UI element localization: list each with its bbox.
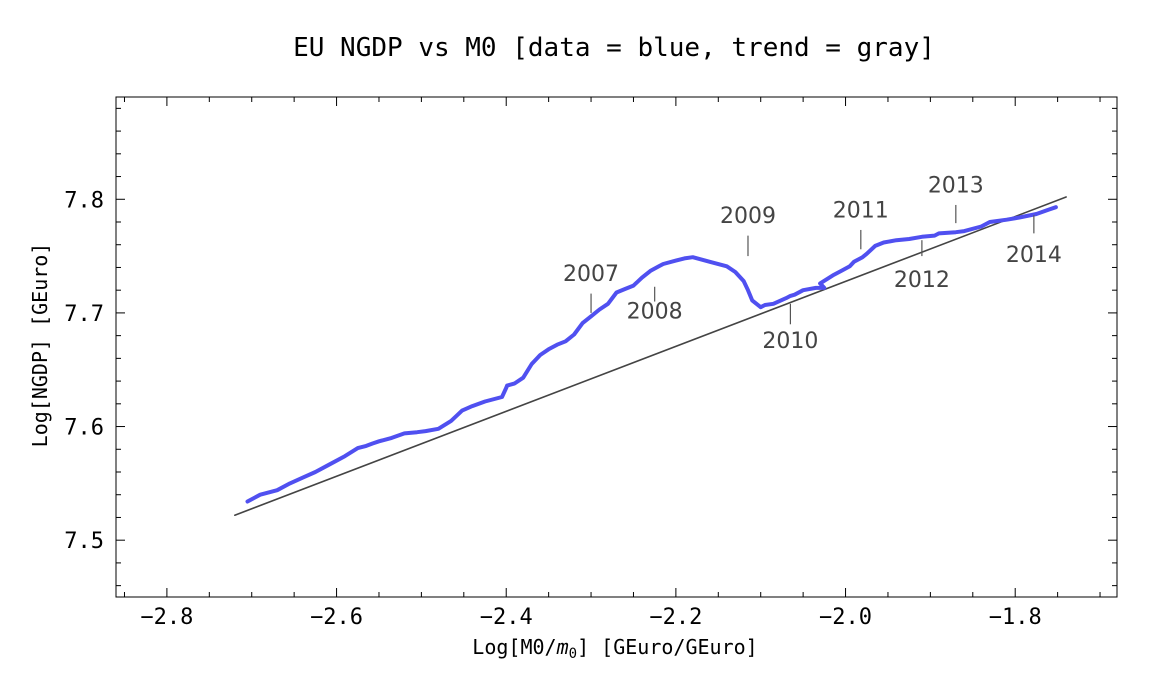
- year-2007-label: 2007: [563, 262, 619, 287]
- year-2011-label: 2011: [833, 199, 889, 224]
- chart-title: EU NGDP vs M0 [data = blue, trend = gray…: [293, 33, 935, 63]
- year-2009-label: 2009: [720, 204, 776, 229]
- series-trend-line: [234, 196, 1067, 517]
- x-axis-label-subscript: 0: [569, 646, 577, 662]
- year-2014-label: 2014: [1006, 243, 1062, 268]
- x-tick-label: −2.2: [649, 605, 702, 630]
- x-tick-label: −2.6: [310, 605, 363, 630]
- x-axis-label: Log[M0/m0] [GEuro/GEuro]: [472, 635, 757, 662]
- x-axis-label-symbol: m: [556, 635, 569, 659]
- year-2013-label: 2013: [928, 174, 984, 199]
- x-axis-label-suffix: ] [GEuro/GEuro]: [577, 635, 758, 659]
- y-tick-label: 7.6: [64, 416, 104, 441]
- plot-frame: [115, 96, 1118, 598]
- year-2008-label: 2008: [627, 300, 683, 325]
- y-axis-label: Log[NGDP] [GEuro]: [28, 243, 52, 448]
- x-axis-label-prefix: Log[M0/: [472, 635, 556, 659]
- y-tick-label: 7.5: [64, 529, 104, 554]
- x-tick-label: −2.0: [819, 605, 872, 630]
- y-tick-label: 7.7: [64, 302, 104, 327]
- series-data-line: [245, 205, 1058, 504]
- year-2010-label: 2010: [762, 329, 818, 354]
- x-tick-label: −2.8: [140, 605, 193, 630]
- y-tick-label: 7.8: [64, 188, 104, 213]
- year-2012-label: 2012: [894, 268, 950, 293]
- x-tick-label: −1.8: [989, 605, 1042, 630]
- x-tick-label: −2.4: [480, 605, 533, 630]
